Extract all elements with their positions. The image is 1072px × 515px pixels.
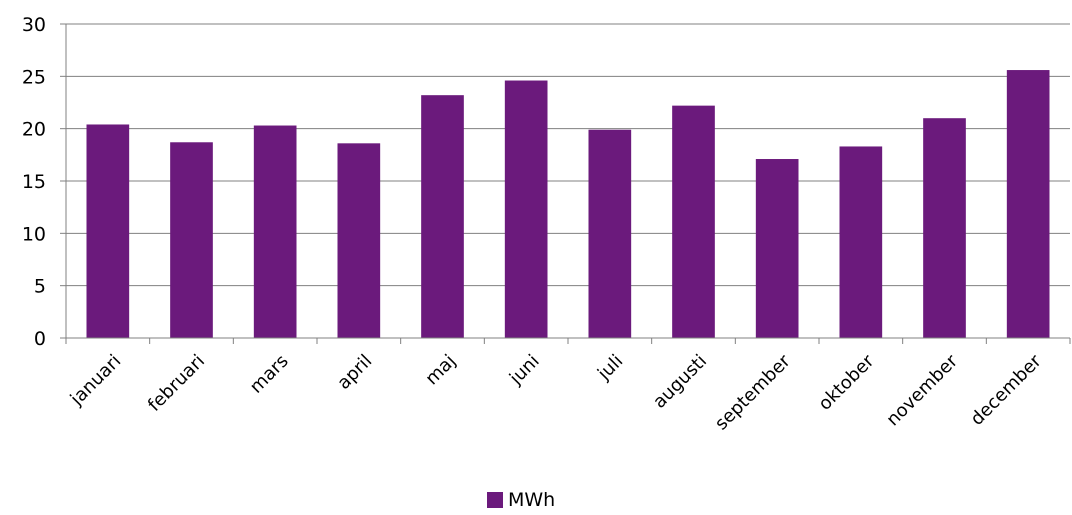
legend-swatch (487, 492, 503, 508)
bar-september (755, 159, 799, 338)
gridlines (66, 23, 1070, 287)
x-tick-label: januari (66, 351, 126, 411)
bar-december (1006, 70, 1050, 338)
x-tick-label: juli (593, 351, 627, 385)
x-tick-label: juni (505, 351, 544, 390)
x-tick-label: november (882, 350, 962, 430)
x-tick-label: maj (421, 351, 460, 390)
bar-april (337, 143, 381, 338)
x-tick-label: februari (144, 351, 209, 416)
x-tick-label: mars (246, 351, 293, 398)
x-tick-label: december (967, 350, 1047, 430)
x-tick-label: oktober (814, 350, 878, 414)
y-tick-label: 15 (22, 171, 46, 193)
bar-oktober (839, 146, 883, 338)
bar-februari (170, 142, 213, 338)
bar-juli (588, 129, 632, 338)
bar-maj (421, 95, 464, 338)
x-tick-label: september (711, 350, 795, 434)
bar-augusti (672, 105, 715, 338)
bar-november (923, 118, 966, 338)
y-tick-label: 0 (34, 328, 46, 350)
legend: MWh (487, 489, 555, 511)
y-tick-label: 20 (22, 119, 46, 141)
bar-mars (253, 125, 297, 338)
y-tick-label: 10 (22, 223, 46, 245)
x-tick-label: augusti (649, 351, 711, 413)
y-tick-label: 30 (22, 14, 46, 36)
bar-juni (504, 80, 548, 339)
y-tick-label: 5 (34, 276, 46, 298)
x-tick-label: april (333, 351, 376, 394)
bars (86, 70, 1050, 339)
y-axis-ticks: 0 5 10 15 20 25 30 (22, 14, 66, 350)
y-tick-label: 25 (22, 66, 46, 88)
legend-label: MWh (508, 489, 556, 511)
bar-januari (86, 124, 130, 338)
x-axis-ticks: januari februari mars april maj juni juli augus… (65, 338, 1071, 434)
